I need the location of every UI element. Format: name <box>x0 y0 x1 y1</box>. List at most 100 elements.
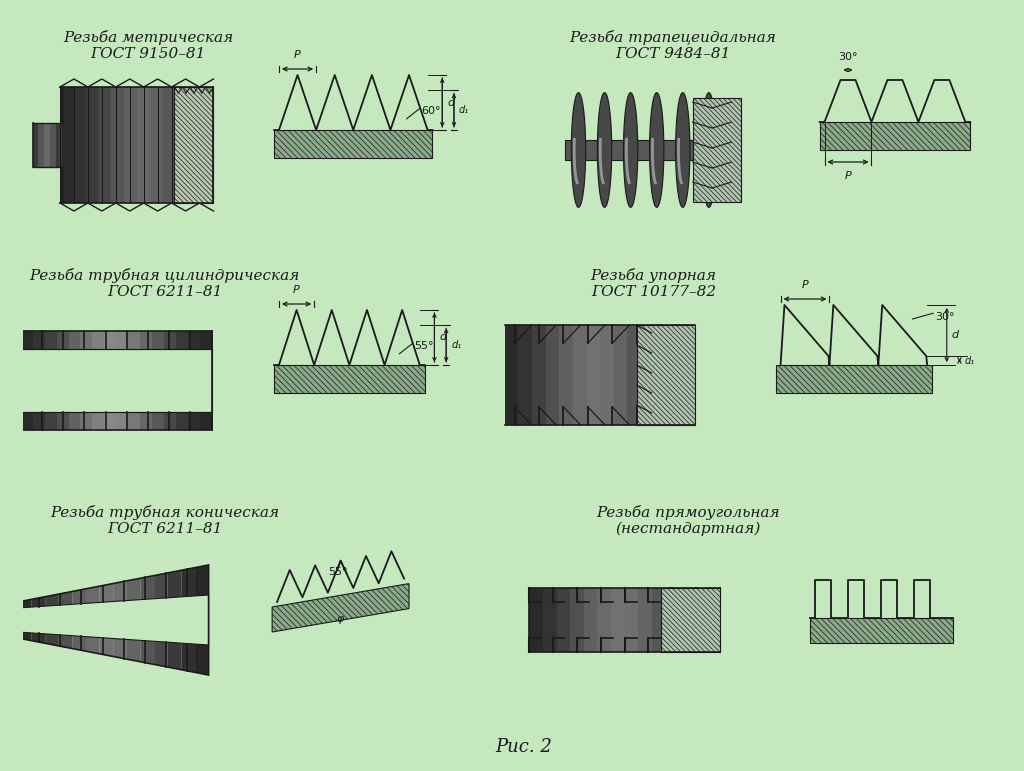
Bar <box>532 325 546 425</box>
Bar <box>175 87 187 203</box>
Polygon shape <box>662 588 720 652</box>
Text: d₁: d₁ <box>965 355 975 365</box>
Bar <box>584 588 597 652</box>
Text: 30°: 30° <box>935 312 954 322</box>
Bar <box>150 87 162 203</box>
Bar <box>611 588 625 652</box>
Bar <box>600 325 613 425</box>
Polygon shape <box>274 290 425 365</box>
Bar <box>187 87 201 203</box>
Text: d: d <box>951 330 958 340</box>
Polygon shape <box>819 55 970 122</box>
Polygon shape <box>86 586 99 654</box>
Bar <box>187 331 200 430</box>
Polygon shape <box>272 584 409 632</box>
Polygon shape <box>571 93 586 207</box>
Bar <box>140 331 152 430</box>
Bar <box>613 325 628 425</box>
Bar <box>682 325 695 425</box>
Polygon shape <box>272 550 409 602</box>
Bar <box>628 325 641 425</box>
Bar <box>162 87 175 203</box>
Polygon shape <box>701 93 716 207</box>
Text: P: P <box>845 171 851 181</box>
Bar <box>597 588 611 652</box>
Polygon shape <box>810 618 952 643</box>
Bar <box>529 588 543 652</box>
Polygon shape <box>73 589 86 651</box>
Polygon shape <box>32 597 45 643</box>
Bar <box>176 331 187 430</box>
Bar <box>669 325 682 425</box>
Bar <box>666 588 679 652</box>
Bar <box>112 87 124 203</box>
Polygon shape <box>114 581 127 659</box>
Bar <box>33 331 45 430</box>
Bar <box>570 588 584 652</box>
Bar <box>543 588 556 652</box>
Text: 30°: 30° <box>839 52 858 62</box>
Polygon shape <box>195 565 209 675</box>
Polygon shape <box>810 565 952 618</box>
Polygon shape <box>637 325 695 425</box>
Bar <box>152 331 164 430</box>
Text: ГОСТ 10177–82: ГОСТ 10177–82 <box>591 285 716 299</box>
Bar <box>200 331 212 430</box>
Bar <box>625 588 638 652</box>
Polygon shape <box>692 98 741 202</box>
Bar <box>44 123 50 167</box>
Polygon shape <box>127 578 140 662</box>
Polygon shape <box>274 365 425 393</box>
Polygon shape <box>775 290 932 365</box>
Polygon shape <box>181 567 195 672</box>
Polygon shape <box>819 122 970 150</box>
Text: d: d <box>447 97 455 107</box>
Bar <box>33 123 39 167</box>
Bar <box>572 325 587 425</box>
Bar <box>587 325 600 425</box>
Bar <box>641 325 654 425</box>
Bar <box>98 87 112 203</box>
Text: ГОСТ 6211–81: ГОСТ 6211–81 <box>106 522 222 536</box>
Bar <box>45 331 56 430</box>
Bar <box>164 331 176 430</box>
Text: P: P <box>802 280 808 290</box>
Bar <box>56 123 61 167</box>
Polygon shape <box>58 591 73 648</box>
Text: P: P <box>293 285 300 295</box>
Polygon shape <box>597 93 611 207</box>
Bar <box>565 140 732 160</box>
Text: ГОСТ 6211–81: ГОСТ 6211–81 <box>106 285 222 299</box>
Text: d: d <box>439 332 446 342</box>
Polygon shape <box>676 93 690 207</box>
Polygon shape <box>140 576 154 665</box>
Polygon shape <box>45 594 58 646</box>
Bar <box>124 87 137 203</box>
Text: Резьба прямоугольная: Резьба прямоугольная <box>596 505 779 520</box>
Text: 55°: 55° <box>414 341 433 351</box>
Text: φ: φ <box>337 614 344 624</box>
Bar <box>518 325 532 425</box>
Text: 55°: 55° <box>328 567 347 577</box>
Bar <box>505 325 518 425</box>
Bar <box>559 325 572 425</box>
Text: 60°: 60° <box>421 106 441 116</box>
Bar <box>679 588 692 652</box>
Polygon shape <box>168 571 181 670</box>
Text: ГОСТ 9484–81: ГОСТ 9484–81 <box>615 47 731 61</box>
Bar <box>60 87 73 203</box>
Text: d₁: d₁ <box>459 105 469 115</box>
Text: Резьба упорная: Резьба упорная <box>591 268 717 283</box>
Bar <box>116 331 128 430</box>
Bar <box>86 87 98 203</box>
Bar <box>104 331 116 430</box>
Bar <box>92 331 104 430</box>
Polygon shape <box>18 595 209 645</box>
Bar <box>73 87 86 203</box>
Text: Резьба трапецеидальная: Резьба трапецеидальная <box>569 30 776 45</box>
Text: d₁: d₁ <box>451 340 461 350</box>
Bar <box>654 325 669 425</box>
Polygon shape <box>624 93 638 207</box>
Polygon shape <box>99 584 114 656</box>
Polygon shape <box>649 93 664 207</box>
